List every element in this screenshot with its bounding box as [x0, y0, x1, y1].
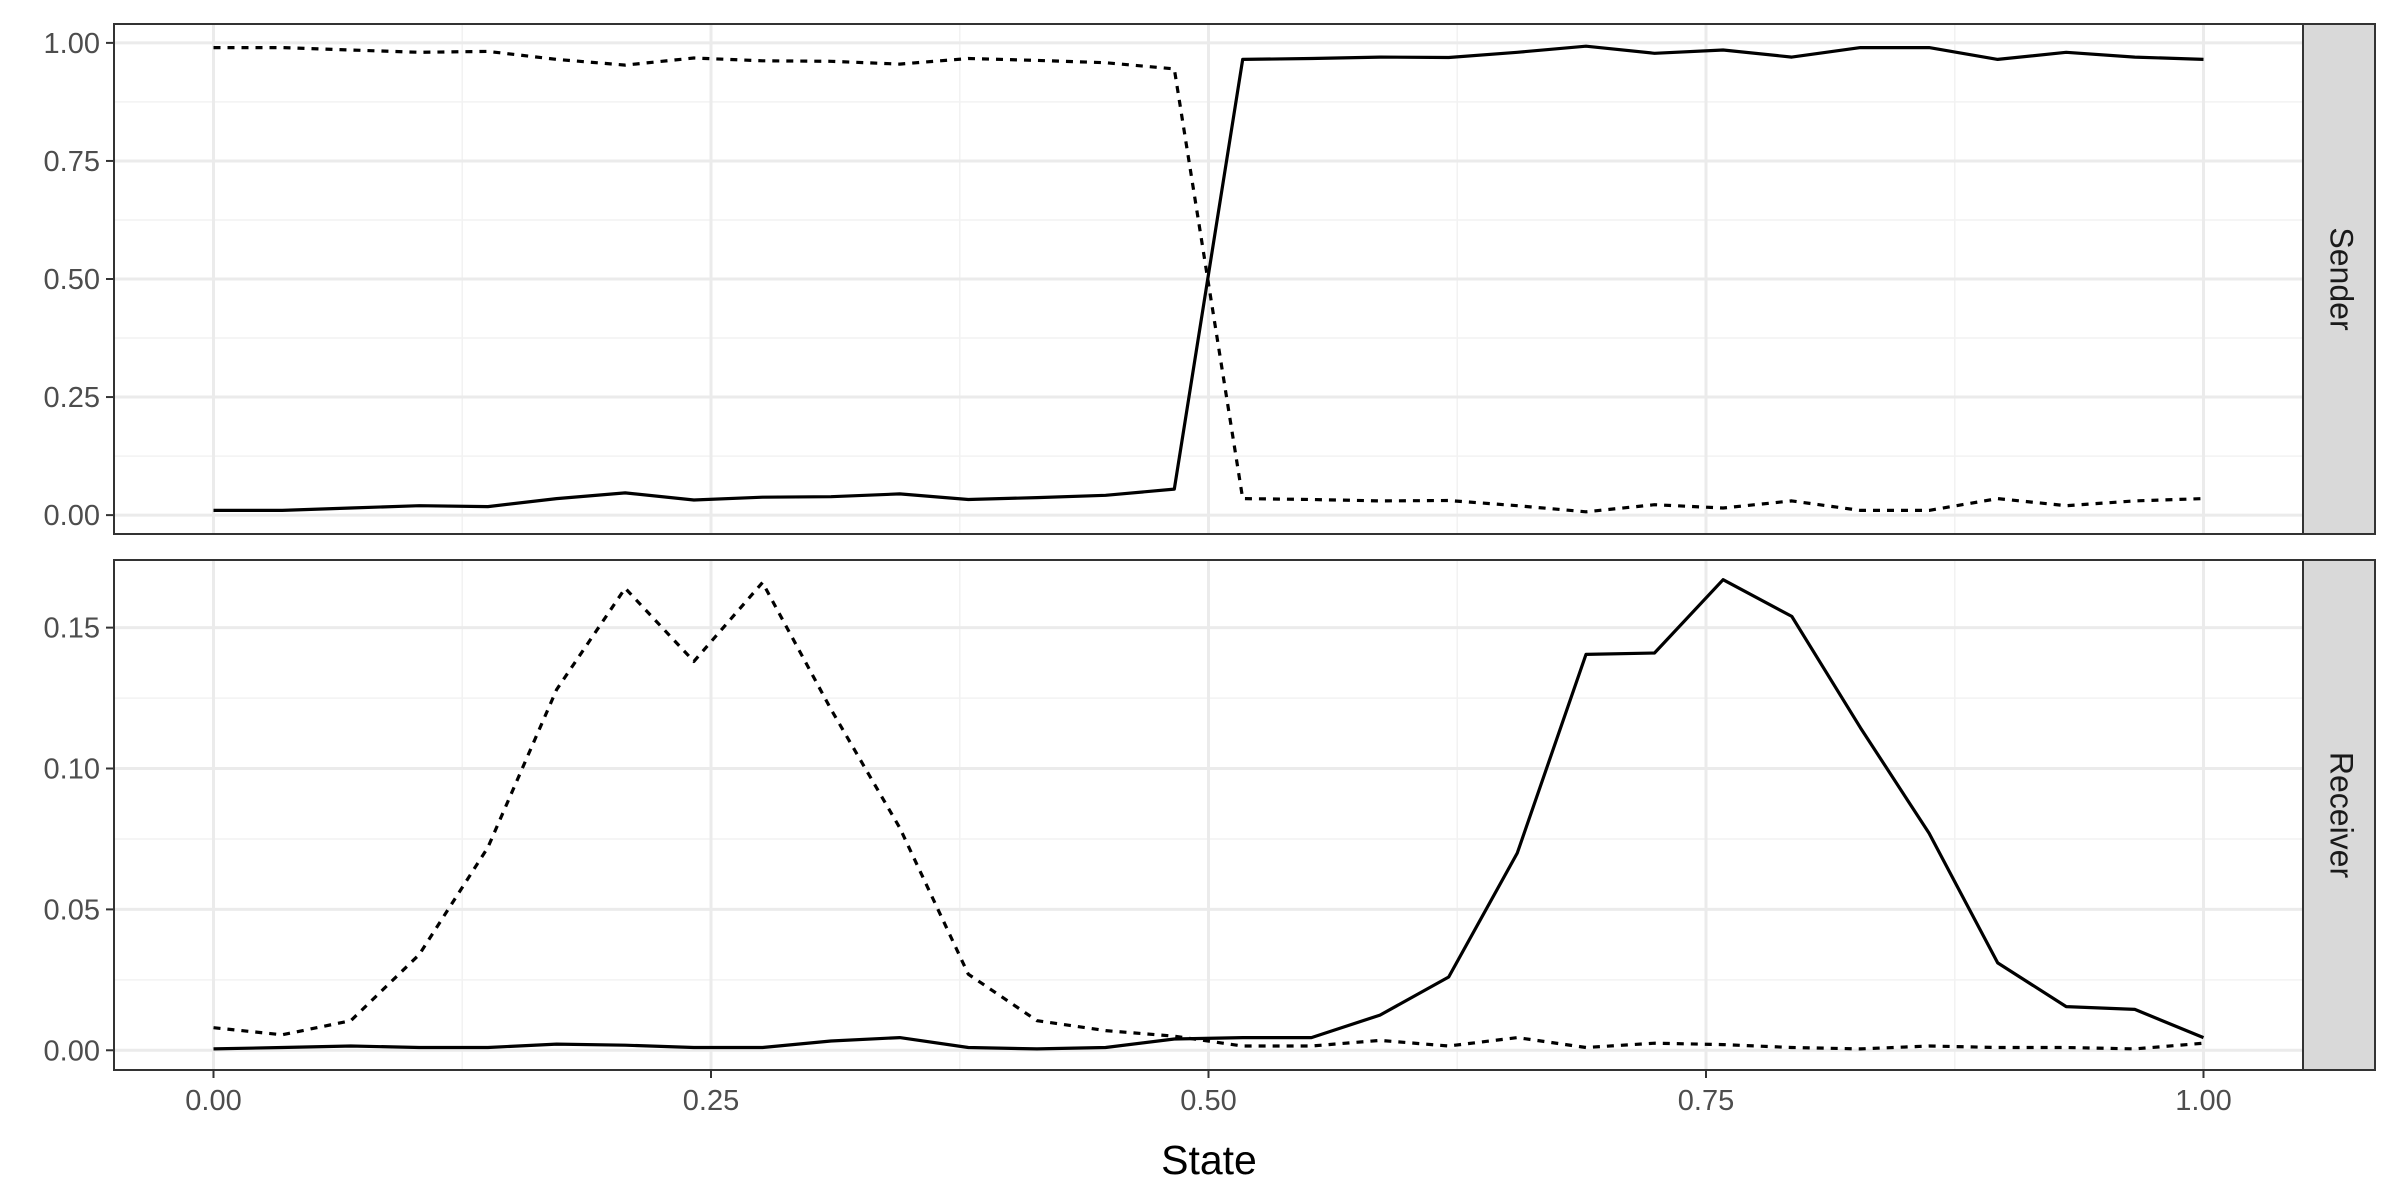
x-tick-label: 1.00 — [2175, 1085, 2231, 1117]
facet-strip — [2302, 23, 2376, 535]
y-tick-label: 0.10 — [44, 754, 100, 786]
y-tick-label: 0.00 — [44, 1035, 100, 1067]
x-axis-title: State — [1161, 1137, 1257, 1183]
x-tick-label: 0.50 — [1180, 1085, 1236, 1117]
y-tick-label: 1.00 — [44, 28, 100, 60]
y-tick-label: 0.75 — [44, 146, 100, 178]
x-tick-label: 0.00 — [185, 1085, 241, 1117]
y-tick-label: 0.50 — [44, 264, 100, 296]
y-tick-label: 0.00 — [44, 500, 100, 532]
x-axis: 0.00 0.25 0.50 0.75 1.00 — [185, 1070, 2232, 1117]
panels: 0.000.250.500.751.00Sender0.000.050.100.… — [44, 23, 2376, 1071]
y-tick-label: 0.05 — [44, 894, 100, 926]
x-tick-label: 0.25 — [683, 1085, 739, 1117]
panel-receiver: 0.00 0.05 0.10 0.15 Receiver — [44, 559, 2376, 1071]
series-line-dashed — [213, 580, 2204, 1051]
facet-strip-label: Sender — [2324, 227, 2360, 331]
y-tick-label: 0.15 — [44, 613, 100, 645]
panel-sender: 0.00 0.25 0.50 0.75 1.00 Sender — [44, 23, 2376, 535]
series-line-solid — [213, 578, 2205, 1051]
y-tick-label: 0.25 — [44, 382, 100, 414]
x-tick-label: 0.75 — [1678, 1085, 1734, 1117]
facet-strip — [2302, 559, 2376, 1071]
facet-strip-label: Receiver — [2324, 752, 2360, 879]
series-line-dashed — [213, 45, 2204, 514]
series-line-solid — [213, 44, 2204, 512]
